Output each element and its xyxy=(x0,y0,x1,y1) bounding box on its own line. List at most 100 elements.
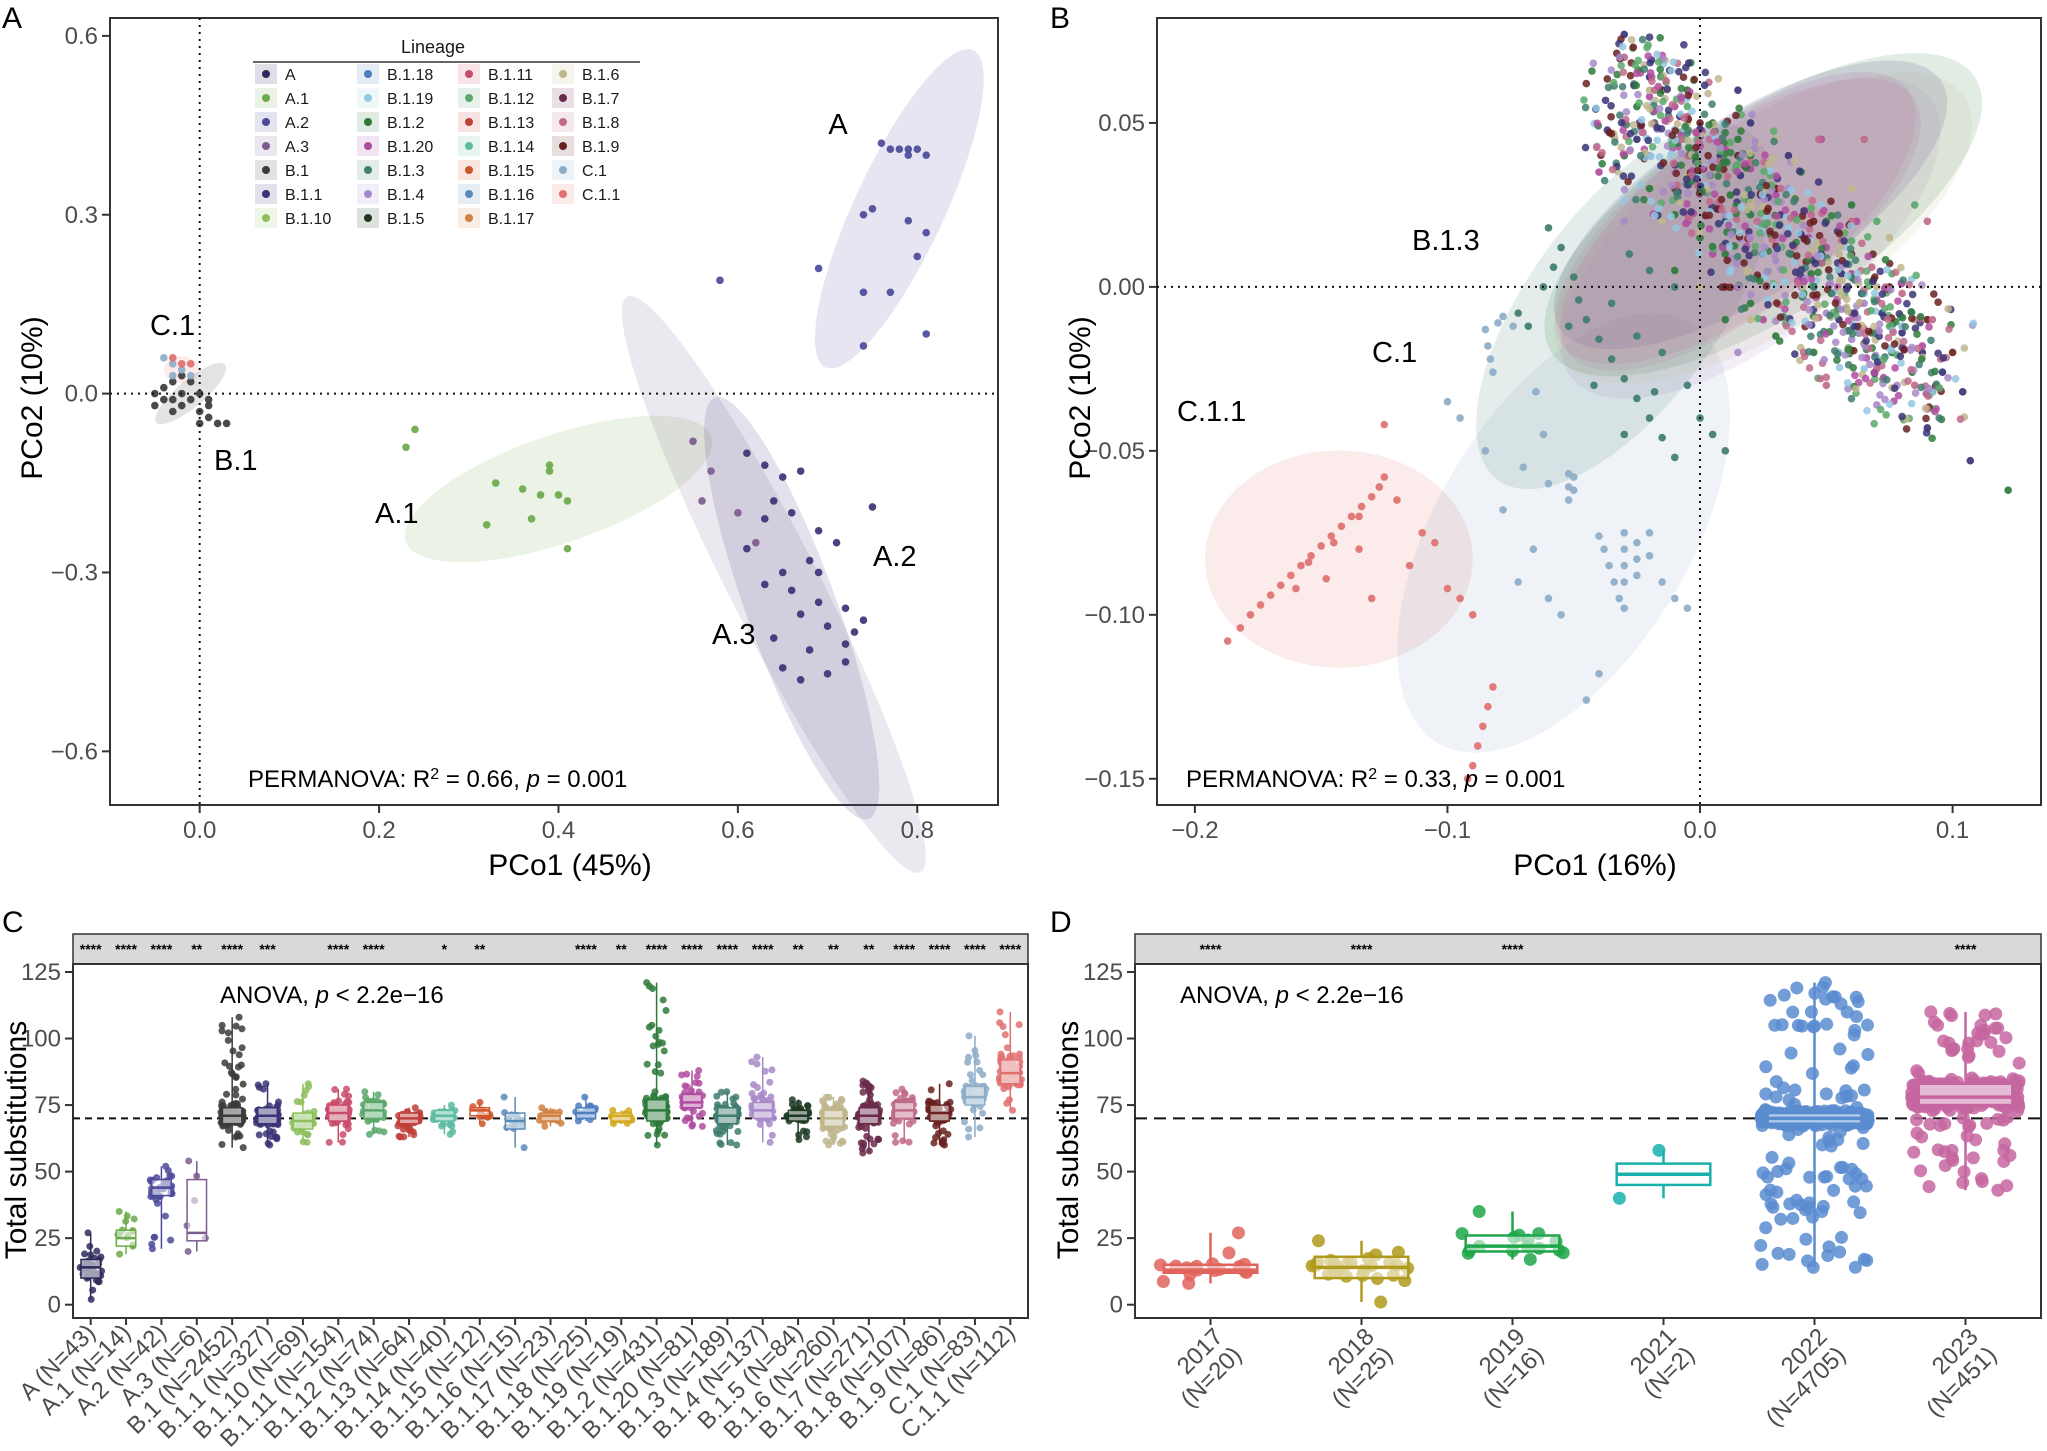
point-c-1 xyxy=(1610,578,1618,586)
point-cloud xyxy=(1805,225,1814,233)
data-point xyxy=(167,1236,175,1244)
point-c-1 xyxy=(1557,611,1565,619)
point-a xyxy=(868,204,877,213)
legend-label: B.1.20 xyxy=(387,139,433,156)
data-point xyxy=(820,1099,828,1107)
legend-dot xyxy=(465,166,473,174)
point-cloud xyxy=(1654,204,1663,213)
point-cloud xyxy=(1691,153,1700,161)
point-cloud xyxy=(1776,313,1785,321)
point-c-1-1 xyxy=(1266,591,1275,599)
point-cloud xyxy=(1661,117,1669,125)
point-cloud xyxy=(1631,61,1640,69)
point-cloud xyxy=(1668,181,1676,190)
point-b-1-2 xyxy=(1746,299,1755,308)
point-cloud xyxy=(1924,384,1933,393)
point-cloud xyxy=(1732,259,1741,268)
data-point xyxy=(1817,1170,1831,1184)
legend-label: B.1.11 xyxy=(488,67,533,84)
point-b-1-3 xyxy=(1650,388,1659,396)
data-point xyxy=(1947,1042,1961,1056)
point-cloud xyxy=(1719,158,1727,167)
data-point xyxy=(294,1128,302,1136)
point-c-1-1 xyxy=(1287,571,1295,580)
point-cloud xyxy=(1732,111,1740,120)
legend-label: B.1.6 xyxy=(582,67,619,84)
y-tick-label: 125 xyxy=(1083,959,1123,986)
data-point xyxy=(1652,1143,1666,1157)
point-cloud xyxy=(1820,206,1828,215)
point-a-2 xyxy=(841,640,850,648)
point-b-1-4 xyxy=(1734,348,1742,357)
data-point xyxy=(93,1247,101,1255)
point-cloud xyxy=(1655,153,1664,161)
point-cloud xyxy=(1816,336,1825,345)
point-cloud xyxy=(1700,81,1709,90)
point-cloud xyxy=(1680,40,1688,49)
significance-marker: *** xyxy=(259,941,276,957)
y-axis-title-b: PCo2 (10%) xyxy=(1064,316,1097,479)
data-point xyxy=(273,1133,281,1141)
panel-d-label: D xyxy=(1050,906,1072,939)
point-a-2 xyxy=(743,449,751,458)
point-a xyxy=(895,145,904,153)
significance-marker: **** xyxy=(1955,941,1977,957)
data-point xyxy=(1311,1234,1325,1248)
point-b-1 xyxy=(151,389,159,398)
point-cloud xyxy=(1803,297,1811,306)
point-cloud xyxy=(1814,178,1823,186)
point-cloud xyxy=(1745,251,1753,260)
data-point xyxy=(1859,1179,1873,1193)
data-point xyxy=(930,1139,938,1147)
point-cloud xyxy=(1889,328,1897,337)
point-cloud xyxy=(1795,167,1804,176)
point-a xyxy=(877,139,886,148)
point-c-1 xyxy=(1489,368,1497,376)
point-cloud xyxy=(1618,82,1627,91)
point-cloud xyxy=(1644,52,1652,60)
point-b-1-9 xyxy=(1696,119,1704,127)
point-cloud xyxy=(1676,198,1684,207)
point-cloud xyxy=(1894,391,1903,400)
point-cloud xyxy=(1640,195,1648,204)
point-cloud xyxy=(1907,365,1915,374)
data-point xyxy=(683,1070,691,1078)
panel-c-significance: **** **** **** ** **** *** **** **** * ** **** ** **… xyxy=(80,941,1022,957)
point-a-2 xyxy=(805,646,814,654)
point-cloud xyxy=(1629,121,1638,129)
point-cloud xyxy=(1828,289,1836,298)
data-point xyxy=(84,1229,92,1237)
point-cloud xyxy=(1790,156,1799,165)
point-cloud xyxy=(1692,143,1700,152)
point-b-1-1 xyxy=(1898,329,1906,337)
data-point xyxy=(1848,1260,1862,1274)
data-point xyxy=(1790,981,1804,995)
point-a-1 xyxy=(545,461,554,469)
point-cloud xyxy=(1944,374,1952,382)
legend-label: A.2 xyxy=(285,115,309,132)
point-c-1 xyxy=(1569,473,1578,481)
point-c-1-1 xyxy=(1473,742,1482,750)
point-cloud xyxy=(1836,222,1844,230)
point-c-1 xyxy=(1499,506,1507,514)
data-point xyxy=(302,1087,310,1095)
point-cloud xyxy=(1759,250,1768,258)
point-b-1-8 xyxy=(1923,217,1932,226)
point-cloud xyxy=(1915,360,1924,369)
point-cloud xyxy=(1740,190,1749,199)
data-point xyxy=(1835,1230,1849,1244)
point-b-1-3 xyxy=(1607,299,1616,308)
point-cloud xyxy=(1876,405,1885,414)
point-cloud xyxy=(1956,415,1965,424)
point-cloud xyxy=(1625,137,1633,146)
point-cloud xyxy=(1593,119,1602,128)
legend-dot xyxy=(465,214,473,222)
point-c-1 xyxy=(1645,529,1654,537)
panel-d-frame xyxy=(1134,963,2042,1319)
point-cloud xyxy=(1810,282,1818,291)
point-b-1-3 xyxy=(1633,332,1641,340)
y-tick-label: 50 xyxy=(34,1159,61,1186)
data-point xyxy=(804,1102,812,1110)
point-cloud xyxy=(1582,79,1591,88)
